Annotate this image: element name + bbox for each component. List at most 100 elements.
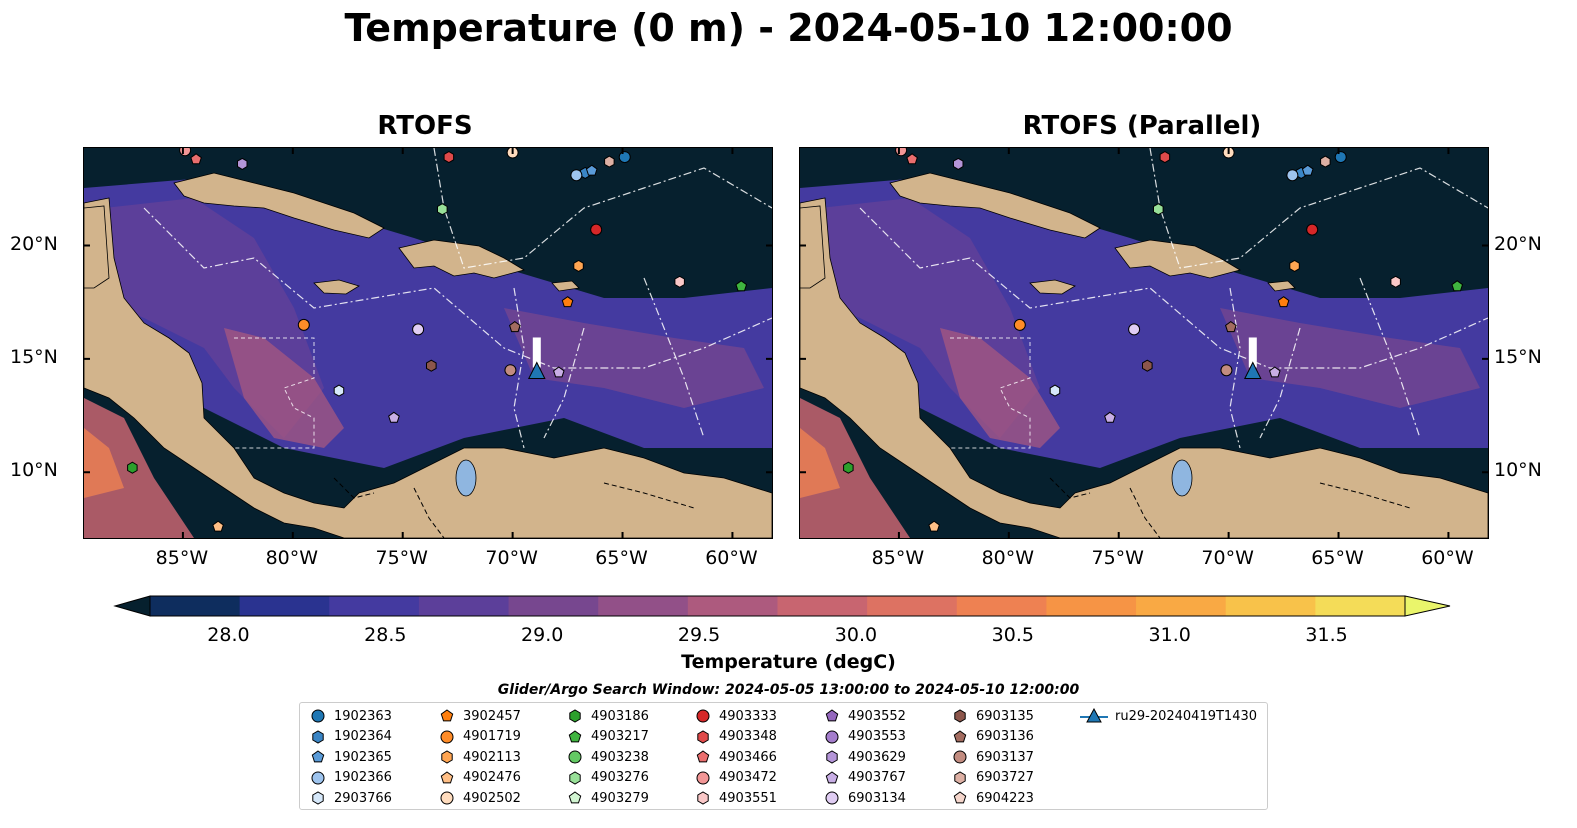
colorbar-segment (1136, 596, 1227, 616)
legend-marker (440, 791, 454, 805)
float-marker-3902457 (1277, 296, 1290, 308)
colorbar-tick-label: 31.5 (1305, 624, 1348, 646)
legend-item: 4903279 (565, 788, 649, 808)
legend-item: 1902366 (308, 768, 392, 788)
legend-item: 4902502 (437, 788, 521, 808)
legend-label: 4903279 (591, 790, 649, 806)
legend-marker-icon (826, 750, 838, 764)
legend-item: 1902363 (308, 706, 392, 726)
lon-tick-label: 80°W (981, 547, 1035, 569)
colorbar-outline (149, 595, 1406, 617)
legend-item: 6903134 (822, 788, 906, 808)
map-panel-rtofs[interactable] (83, 147, 773, 539)
float-marker-4903551 (1390, 275, 1401, 288)
float-marker-4902476 (928, 520, 940, 532)
central-south-america-land (800, 197, 1488, 538)
sea-surface-region-east (1220, 308, 1480, 408)
legend-marker (696, 750, 710, 763)
legend-marker (825, 709, 839, 722)
legend-marker-icon (440, 771, 454, 784)
float-marker-6903727 (1320, 155, 1331, 168)
legend-label: 6903135 (976, 708, 1034, 724)
colorbar-segment (777, 596, 868, 616)
legend-marker-icon (311, 709, 325, 723)
legend-label: 4903767 (848, 770, 906, 786)
colorbar (113, 595, 1451, 617)
map-panel-rtofs-parallel[interactable] (799, 147, 1489, 539)
lon-tick-label: 60°W (705, 547, 758, 569)
legend-marker (953, 791, 967, 804)
legend-marker-icon (440, 730, 454, 744)
float-marker-6903134 (1128, 323, 1141, 336)
legend-item: 2903766 (308, 788, 392, 808)
float-marker-6903136 (1225, 320, 1237, 333)
float-marker-6903135 (426, 359, 437, 372)
float-marker-4903466 (906, 153, 918, 165)
cuba-land (173, 172, 385, 239)
legend-marker-icon (954, 771, 966, 785)
float-marker-4903186 (127, 461, 138, 474)
legend-item: 1902364 (308, 727, 392, 747)
legend-label: 4902476 (463, 770, 521, 786)
eez-boundary-line (433, 148, 772, 269)
float-marker-6903137 (1220, 364, 1233, 377)
lat-tick-label: 20°N (10, 232, 58, 255)
lon-tick-label: 85°W (155, 547, 209, 569)
legend-marker-icon (569, 709, 581, 723)
legend-label: 2903766 (334, 790, 392, 806)
eez-boundary-line (234, 337, 315, 449)
legend-marker (311, 709, 325, 723)
legend-marker (954, 709, 966, 723)
float-marker-4903466 (190, 153, 202, 165)
legend-label: 4903466 (719, 749, 777, 765)
eez-boundary-line (950, 337, 1031, 449)
float-marker-4903348 (443, 151, 455, 164)
jamaica-land (313, 279, 360, 295)
legend-label: 1902366 (334, 770, 392, 786)
panel-title-rtofs-parallel: RTOFS (Parallel) (1022, 111, 1262, 141)
float-marker-4903217 (1451, 280, 1464, 292)
jamaica-land (1029, 279, 1076, 295)
legend-label: 4903553 (848, 729, 906, 745)
legend-marker-icon (696, 709, 710, 723)
legend-marker-icon (825, 771, 839, 784)
legend-marker (696, 771, 710, 785)
country-border-line (1049, 477, 1411, 538)
float-marker-1902366 (570, 169, 583, 182)
legend-triangle (1086, 708, 1102, 723)
colorbar-tick-label: 30.0 (834, 624, 878, 646)
colorbar-segment (418, 596, 510, 616)
legend-marker-icon (569, 771, 581, 785)
legend-item: 4903186 (565, 706, 649, 726)
legend-label: 6903136 (976, 729, 1034, 745)
legend-item: 4903348 (693, 727, 777, 747)
colorbar-segment (1315, 596, 1406, 616)
legend-label: 4903348 (719, 729, 777, 745)
legend-marker (953, 750, 967, 764)
legend-marker-icon (312, 791, 324, 805)
colorbar-segment (956, 596, 1047, 616)
float-marker-4903767 (1269, 366, 1281, 378)
pacific-hot-region (84, 428, 124, 498)
eez-boundary-line (1229, 277, 1421, 449)
legend: 1902363 1902364 1902365 1902366 2903766 39024… (299, 702, 1268, 810)
float-marker-4903629 (953, 157, 964, 170)
country-border-line (333, 477, 695, 538)
legend-label: 4903238 (591, 749, 649, 765)
float-marker-4903276 (1153, 203, 1164, 216)
legend-item: 4903217 (565, 727, 649, 747)
float-marker-4903767 (388, 411, 400, 423)
lon-tick-label: 65°W (595, 547, 648, 569)
legend-label: ru29-20240419T1430 (1115, 708, 1258, 724)
lat-tick-label: 10°N (1494, 459, 1542, 482)
legend-label: 4903186 (591, 708, 649, 724)
float-marker-4901719 (297, 318, 310, 331)
legend-marker-icon (825, 791, 839, 805)
colorbar-tick-label: 31.0 (1148, 624, 1191, 646)
legend-item: 4903333 (693, 706, 777, 726)
legend-item: 3902457 (437, 706, 521, 726)
legend-marker-icon (696, 771, 710, 785)
float-marker-4903629 (237, 157, 248, 170)
legend-marker (825, 791, 839, 805)
legend-marker (953, 729, 967, 742)
